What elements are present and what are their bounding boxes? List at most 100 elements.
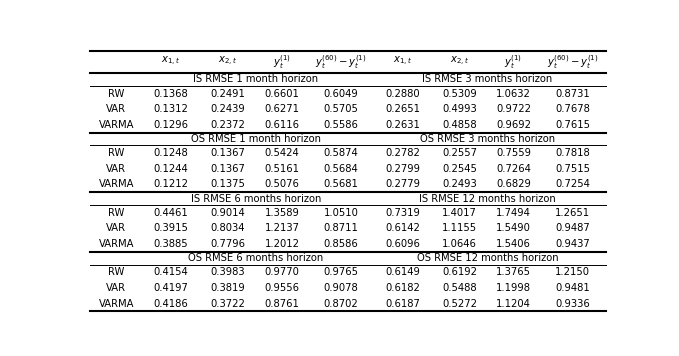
Text: 0.9336: 0.9336 [555, 299, 590, 309]
Text: 0.1367: 0.1367 [210, 164, 245, 174]
Text: 0.9437: 0.9437 [555, 239, 590, 249]
Text: 1.2651: 1.2651 [555, 208, 590, 218]
Text: VAR: VAR [107, 164, 126, 174]
Text: 0.6271: 0.6271 [264, 104, 299, 114]
Text: 0.4197: 0.4197 [153, 283, 189, 293]
Text: $x_{1,t}$: $x_{1,t}$ [162, 56, 181, 68]
Text: RW: RW [108, 89, 124, 99]
Text: 1.0646: 1.0646 [442, 239, 477, 249]
Text: 0.9481: 0.9481 [555, 283, 590, 293]
Text: 0.2799: 0.2799 [385, 164, 420, 174]
Text: 0.2782: 0.2782 [385, 148, 420, 158]
Text: IS RMSE 3 months horizon: IS RMSE 3 months horizon [422, 74, 553, 84]
Text: $x_{1,t}$: $x_{1,t}$ [393, 56, 412, 68]
Text: 0.7615: 0.7615 [555, 120, 590, 130]
Text: OS RMSE 12 months horizon: OS RMSE 12 months horizon [417, 253, 558, 263]
Text: 0.8761: 0.8761 [264, 299, 299, 309]
Text: 0.9487: 0.9487 [555, 223, 590, 234]
Text: 0.5161: 0.5161 [264, 164, 299, 174]
Text: IS RMSE 1 month horizon: IS RMSE 1 month horizon [194, 74, 318, 84]
Text: 0.6096: 0.6096 [385, 239, 420, 249]
Text: $y_t^{(1)}$: $y_t^{(1)}$ [504, 53, 523, 71]
Text: 0.7678: 0.7678 [555, 104, 590, 114]
Text: 0.9722: 0.9722 [496, 104, 531, 114]
Text: 1.2137: 1.2137 [264, 223, 299, 234]
Text: 0.8731: 0.8731 [555, 89, 590, 99]
Text: 0.5076: 0.5076 [264, 179, 299, 189]
Text: 0.4993: 0.4993 [442, 104, 477, 114]
Text: 0.6142: 0.6142 [385, 223, 420, 234]
Text: 0.7796: 0.7796 [210, 239, 245, 249]
Text: 0.2372: 0.2372 [210, 120, 245, 130]
Text: VARMA: VARMA [98, 120, 134, 130]
Text: 0.7559: 0.7559 [496, 148, 531, 158]
Text: 0.1312: 0.1312 [153, 104, 189, 114]
Text: 0.3885: 0.3885 [153, 239, 188, 249]
Text: 0.2439: 0.2439 [210, 104, 245, 114]
Text: 0.5424: 0.5424 [265, 148, 299, 158]
Text: 0.4186: 0.4186 [153, 299, 188, 309]
Text: 1.2150: 1.2150 [555, 267, 590, 277]
Text: 1.0632: 1.0632 [496, 89, 531, 99]
Text: RW: RW [108, 267, 124, 277]
Text: 1.7494: 1.7494 [496, 208, 531, 218]
Text: 0.8702: 0.8702 [323, 299, 359, 309]
Text: OS RMSE 1 month horizon: OS RMSE 1 month horizon [191, 134, 321, 144]
Text: $y_t^{(1)}$: $y_t^{(1)}$ [273, 53, 291, 71]
Text: 1.3765: 1.3765 [496, 267, 531, 277]
Text: 0.6187: 0.6187 [385, 299, 420, 309]
Text: 1.1155: 1.1155 [442, 223, 477, 234]
Text: 0.6192: 0.6192 [442, 267, 477, 277]
Text: 1.4017: 1.4017 [442, 208, 477, 218]
Text: 0.7254: 0.7254 [555, 179, 590, 189]
Text: 0.8711: 0.8711 [323, 223, 359, 234]
Text: 0.5488: 0.5488 [442, 283, 477, 293]
Text: RW: RW [108, 148, 124, 158]
Text: 0.6601: 0.6601 [264, 89, 299, 99]
Text: VARMA: VARMA [98, 179, 134, 189]
Text: OS RMSE 6 months horizon: OS RMSE 6 months horizon [188, 253, 324, 263]
Text: 0.5705: 0.5705 [323, 104, 359, 114]
Text: 0.9556: 0.9556 [264, 283, 299, 293]
Text: 0.6049: 0.6049 [323, 89, 359, 99]
Text: 0.3983: 0.3983 [210, 267, 245, 277]
Text: VARMA: VARMA [98, 239, 134, 249]
Text: 0.1375: 0.1375 [210, 179, 245, 189]
Text: IS RMSE 6 months horizon: IS RMSE 6 months horizon [191, 194, 321, 204]
Text: 0.4154: 0.4154 [153, 267, 188, 277]
Text: 0.5309: 0.5309 [442, 89, 477, 99]
Text: 0.1212: 0.1212 [153, 179, 189, 189]
Text: 1.3589: 1.3589 [264, 208, 299, 218]
Text: 0.2779: 0.2779 [385, 179, 420, 189]
Text: 0.2545: 0.2545 [442, 164, 477, 174]
Text: 0.7264: 0.7264 [496, 164, 531, 174]
Text: 0.5586: 0.5586 [323, 120, 359, 130]
Text: OS RMSE 3 months horizon: OS RMSE 3 months horizon [420, 134, 555, 144]
Text: 0.2491: 0.2491 [210, 89, 245, 99]
Text: VAR: VAR [107, 283, 126, 293]
Text: 0.1244: 0.1244 [153, 164, 188, 174]
Text: 0.1367: 0.1367 [210, 148, 245, 158]
Text: 0.3915: 0.3915 [153, 223, 189, 234]
Text: 0.6829: 0.6829 [496, 179, 531, 189]
Text: VAR: VAR [107, 223, 126, 234]
Text: 0.6149: 0.6149 [385, 267, 420, 277]
Text: 0.1248: 0.1248 [153, 148, 188, 158]
Text: $x_{2,t}$: $x_{2,t}$ [218, 56, 238, 68]
Text: 0.4461: 0.4461 [153, 208, 188, 218]
Text: 0.9014: 0.9014 [210, 208, 245, 218]
Text: 0.2557: 0.2557 [442, 148, 477, 158]
Text: IS RMSE 12 months horizon: IS RMSE 12 months horizon [419, 194, 556, 204]
Text: 0.1296: 0.1296 [153, 120, 189, 130]
Text: 0.6116: 0.6116 [264, 120, 299, 130]
Text: 0.9770: 0.9770 [264, 267, 299, 277]
Text: VAR: VAR [107, 104, 126, 114]
Text: 0.2631: 0.2631 [385, 120, 420, 130]
Text: 0.6182: 0.6182 [385, 283, 420, 293]
Text: 1.2012: 1.2012 [264, 239, 299, 249]
Text: 0.5272: 0.5272 [442, 299, 477, 309]
Text: 0.9078: 0.9078 [323, 283, 359, 293]
Text: $y_t^{(60)}-y_t^{(1)}$: $y_t^{(60)}-y_t^{(1)}$ [315, 53, 367, 71]
Text: 1.0510: 1.0510 [323, 208, 359, 218]
Text: 1.5490: 1.5490 [496, 223, 531, 234]
